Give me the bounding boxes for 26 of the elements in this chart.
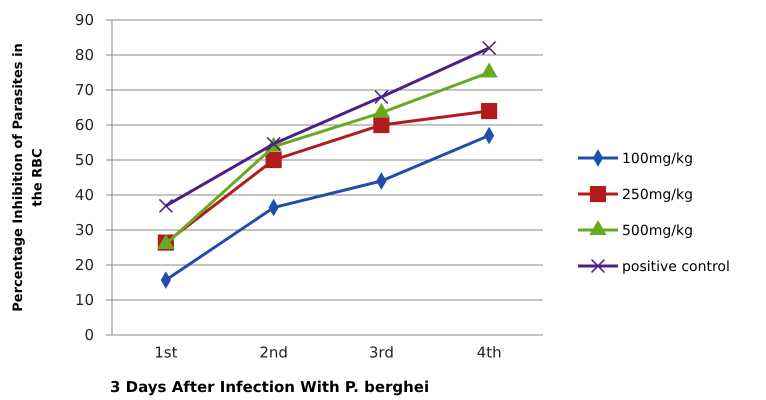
y-tick-label: 80: [74, 46, 94, 64]
point: [374, 90, 389, 104]
legend-label: 100mg/kg: [622, 150, 693, 167]
legend-label: 500mg/kg: [622, 222, 693, 239]
point: [482, 40, 496, 56]
point: [481, 102, 498, 120]
y-tick-label: 0: [84, 326, 94, 344]
y-tick-label: 20: [74, 256, 94, 274]
point: [373, 116, 390, 134]
x-tick-label: 2nd: [259, 344, 288, 362]
point: [266, 152, 282, 168]
point: [158, 198, 174, 214]
legend-label: positive control: [622, 258, 730, 275]
y-tick-label: 90: [74, 10, 94, 29]
y-tick-label: 40: [74, 186, 94, 204]
x-axis-title: 3 Days After Infection With P. berghei: [110, 378, 430, 396]
y-tick-label: 70: [74, 80, 94, 99]
y-tick-label: 50: [74, 150, 94, 169]
y-tick-label: 30: [74, 220, 94, 239]
legend-label: 250mg/kg: [622, 186, 693, 203]
x-tick-label: 1st: [154, 344, 178, 362]
y-axis-title: Percentage Inhibition of Parasites in the RBC: [11, 43, 46, 312]
y-tick-label: 60: [74, 116, 94, 134]
x-tick-label: 4th: [476, 344, 502, 362]
x-tick-label: 3rd: [368, 344, 394, 362]
y-tick-label: 10: [74, 290, 94, 309]
